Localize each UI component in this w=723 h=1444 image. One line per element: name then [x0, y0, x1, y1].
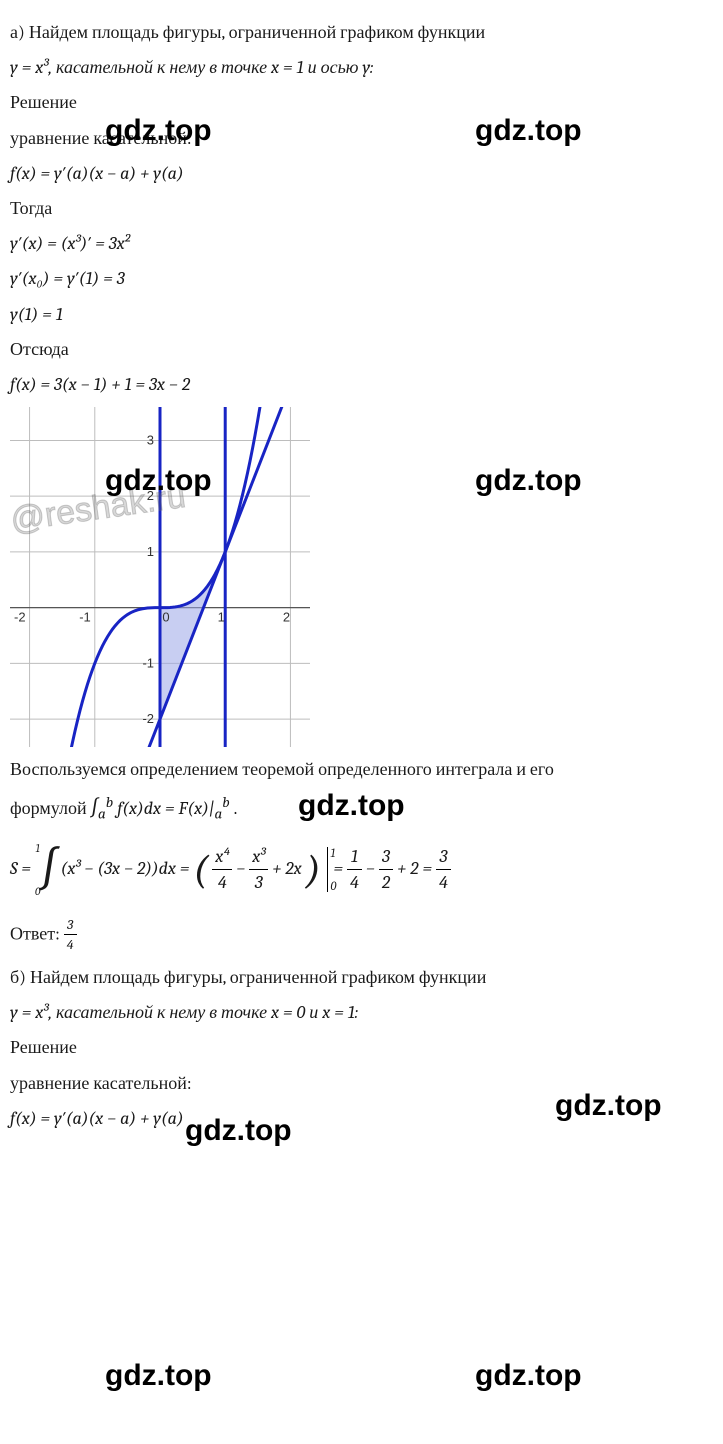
frac-x3-3: x³3: [249, 844, 268, 895]
lparen-icon: (: [193, 854, 208, 886]
svg-text:3: 3: [147, 433, 154, 448]
tangent-eq-label: уравнение касательной:: [10, 126, 713, 151]
svg-text:1: 1: [147, 544, 154, 559]
chart-svg: -2-1012-2-1123: [10, 407, 310, 747]
plus-2: +: [397, 858, 406, 879]
answer-line: Ответ: 34: [10, 915, 713, 955]
minus-2: −: [366, 858, 375, 879]
eval-bar: 10: [327, 847, 328, 892]
frac-3-4: 34: [436, 844, 451, 895]
derivative-line-1: y′(x) = (x³)′ = 3x²: [10, 231, 713, 256]
integral-computation: S = 10∫ (x³ − (3x − 2))dx = ( x⁴4 − x³3 …: [10, 843, 713, 897]
minus-1: −: [236, 858, 245, 879]
then-label: Тогда: [10, 196, 713, 221]
svg-text:1: 1: [218, 610, 225, 625]
theorem-text: Воспользуемся определением теоремой опре…: [10, 757, 713, 782]
tangent-result: f(x) = 3(x − 1) + 1 = 3x − 2: [10, 372, 713, 397]
gdz-watermark: gdz.top: [475, 460, 582, 502]
term-2x: 2x: [285, 858, 301, 879]
equals-4: =: [422, 858, 432, 879]
svg-text:-1: -1: [142, 655, 154, 670]
problem-a-statement: а) Найдем площадь фигуры, ограниченной г…: [10, 20, 713, 45]
integral-formula-line: формулой ∫ab f(x)dx = F(x)|ab .: [10, 792, 713, 825]
svg-text:-2: -2: [14, 610, 26, 625]
formula-int-sign: ∫: [91, 796, 98, 819]
gdz-watermark: gdz.top: [475, 1355, 582, 1397]
problem-b-statement: б) Найдем площадь фигуры, ограниченной г…: [10, 965, 713, 990]
svg-text:-1: -1: [79, 610, 91, 625]
equals-1: =: [21, 858, 31, 879]
svg-text:-2: -2: [142, 711, 154, 726]
frac-x4-4: x⁴4: [212, 844, 232, 895]
equals-2: =: [180, 858, 190, 879]
solution-label: Решение: [10, 90, 713, 115]
problem-b-function: y = x³, касательной к нему в точке x = 0…: [10, 1000, 713, 1025]
tangent-eq-label-b: уравнение касательной:: [10, 1071, 713, 1096]
answer-label: Ответ:: [10, 923, 60, 944]
derivative-line-3: y(1) = 1: [10, 302, 713, 327]
formula-rest: f(x)dx = F(x)|: [117, 798, 214, 819]
rparen-icon: ): [306, 854, 321, 886]
formula-label: формулой: [10, 798, 87, 819]
term-2: 2: [410, 858, 418, 879]
formula-lim-a: a: [98, 805, 106, 823]
S-label: S: [10, 858, 17, 879]
gdz-watermark: gdz.top: [105, 1355, 212, 1397]
integrand: (x³ − (3x − 2))dx: [61, 858, 176, 879]
chart-area: -2-1012-2-1123 @reshak.ru: [10, 407, 310, 747]
svg-text:0: 0: [162, 610, 169, 625]
answer-frac: 34: [64, 915, 77, 955]
formula-lim-b: b: [106, 793, 113, 811]
problem-a-function: y = x³, касательной к нему в точке x = 1…: [10, 55, 713, 80]
period: .: [234, 798, 238, 819]
solution-label-b: Решение: [10, 1035, 713, 1060]
plus-1: +: [272, 858, 281, 879]
tangent-formula-b: f(x) = y′(a)(x − a) + y(a): [10, 1106, 713, 1131]
tangent-formula: f(x) = y′(a)(x − a) + y(a): [10, 161, 713, 186]
frac-3-2: 32: [379, 844, 393, 895]
frac-1-4: 14: [347, 844, 362, 895]
formula-lim-b2: b: [222, 793, 229, 811]
derivative-line-2: y′(x₀) = y′(1) = 3: [10, 266, 713, 291]
hence-label: Отсюда: [10, 337, 713, 362]
svg-text:2: 2: [283, 610, 290, 625]
integral-sign-icon: ∫: [40, 854, 56, 885]
